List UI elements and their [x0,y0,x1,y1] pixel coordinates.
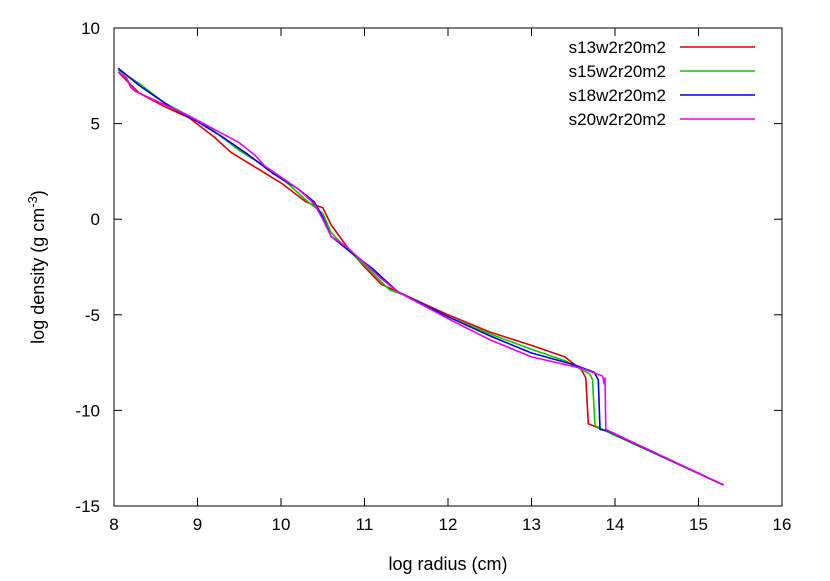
x-tick-label: 16 [773,515,792,534]
series-lines [117,67,724,486]
legend-label: s20w2r20m2 [569,110,666,129]
legend-label: s18w2r20m2 [569,86,666,105]
y-tick-label: -5 [85,306,100,325]
x-tick-label: 14 [606,515,625,534]
x-tick-label: 15 [689,515,708,534]
x-tick-label: 12 [439,515,458,534]
series-line-s20w2r20m2 [117,71,724,486]
x-tick-label: 11 [356,515,374,534]
legend: s13w2r20m2 s15w2r20m2 s18w2r20m2 s20w2r20m2 [569,38,755,129]
x-tick-label: 8 [109,515,118,534]
y-axis-label-exponent: -3 [25,196,40,208]
y-tick-label: -15 [75,497,100,516]
series-line-s13w2r20m2 [117,71,724,486]
y-tick-label: -10 [75,401,100,420]
series-line-s18w2r20m2 [117,67,724,486]
y-axis-label: log density (g cm-3) [25,190,48,344]
plot-frame [113,27,783,507]
y-axis-label-close: ) [28,190,48,196]
axis-tick-labels: 8 9 10 11 12 13 14 15 16 -15 -10 -5 0 5 10 [75,19,791,534]
x-tick-label: 10 [272,515,291,534]
x-tick-label: 13 [522,515,541,534]
legend-label: s15w2r20m2 [569,62,666,81]
y-tick-label: 0 [91,210,100,229]
x-axis-label: log radius (cm) [388,554,507,574]
x-tick-label: 9 [193,515,202,534]
axis-ticks [113,27,783,507]
y-tick-label: 5 [91,115,100,134]
y-tick-label: 10 [81,19,100,38]
y-axis-label-main: log density (g cm [28,208,48,344]
legend-label: s13w2r20m2 [569,38,666,57]
